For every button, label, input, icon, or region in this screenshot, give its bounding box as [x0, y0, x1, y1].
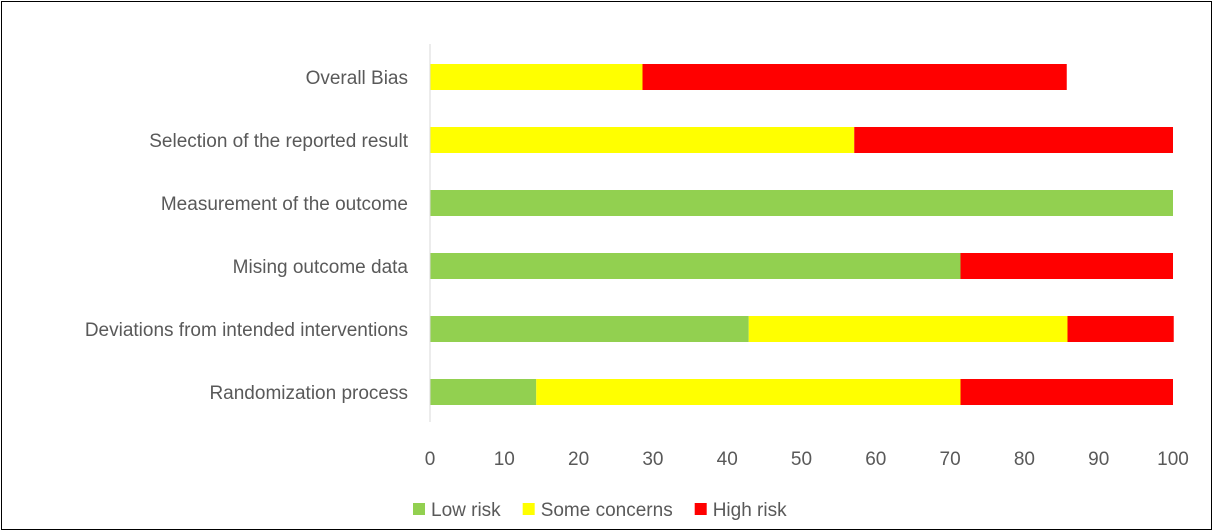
x-tick-label: 60 — [865, 449, 886, 470]
bar-segment-some-concerns-selection-of-the-reported-result — [430, 127, 855, 153]
bar-segment-some-concerns-overall-bias — [430, 64, 643, 90]
x-tick-label: 50 — [791, 449, 812, 470]
legend-label-low-risk: Low risk — [431, 500, 501, 521]
legend-label-some-concerns: Some concerns — [541, 500, 673, 521]
bar-segment-high-risk-randomization-process — [960, 379, 1173, 405]
category-labels: Randomization process Deviations from int… — [85, 68, 409, 404]
legend-label-high-risk: High risk — [713, 500, 787, 521]
category-label: Mising outcome data — [233, 257, 409, 278]
x-tick-label: 80 — [1014, 449, 1035, 470]
legend: Low risk Some concerns High risk — [413, 500, 787, 521]
x-tick-label: 20 — [568, 449, 589, 470]
x-tick-label: 100 — [1157, 449, 1189, 470]
x-tick-label: 0 — [425, 449, 436, 470]
category-label: Measurement of the outcome — [161, 194, 408, 215]
bar-segment-low-risk-measurement-of-the-outcome — [430, 190, 1173, 216]
x-tick-label: 10 — [494, 449, 515, 470]
bar-segment-low-risk-mising-outcome-data — [430, 253, 961, 279]
legend-swatch-high-risk — [694, 503, 707, 515]
bar-segment-low-risk-deviations-from-intended-interventions — [430, 316, 749, 342]
bar-segment-high-risk-selection-of-the-reported-result — [854, 127, 1173, 153]
bar-segment-some-concerns-randomization-process — [536, 379, 961, 405]
category-label: Selection of the reported result — [149, 131, 408, 152]
bar-segment-high-risk-mising-outcome-data — [960, 253, 1173, 279]
x-tick-label: 30 — [642, 449, 663, 470]
x-tick-label: 90 — [1088, 449, 1109, 470]
bars-layer — [430, 64, 1174, 405]
bar-segment-low-risk-randomization-process — [430, 379, 537, 405]
category-label: Deviations from intended interventions — [85, 320, 408, 341]
legend-swatch-low-risk — [413, 503, 425, 515]
x-tick-label: 40 — [717, 449, 738, 470]
x-tick-label: 70 — [940, 449, 961, 470]
bar-segment-high-risk-overall-bias — [642, 64, 1067, 90]
category-label: Randomization process — [209, 383, 408, 404]
category-label: Overall Bias — [306, 68, 408, 89]
bar-segment-high-risk-deviations-from-intended-interventions — [1067, 316, 1174, 342]
x-axis-tick-labels: 0 10 20 30 40 50 60 70 80 90 100 — [425, 449, 1189, 470]
bar-segment-some-concerns-deviations-from-intended-interventions — [748, 316, 1068, 342]
legend-swatch-some-concerns — [522, 503, 535, 515]
